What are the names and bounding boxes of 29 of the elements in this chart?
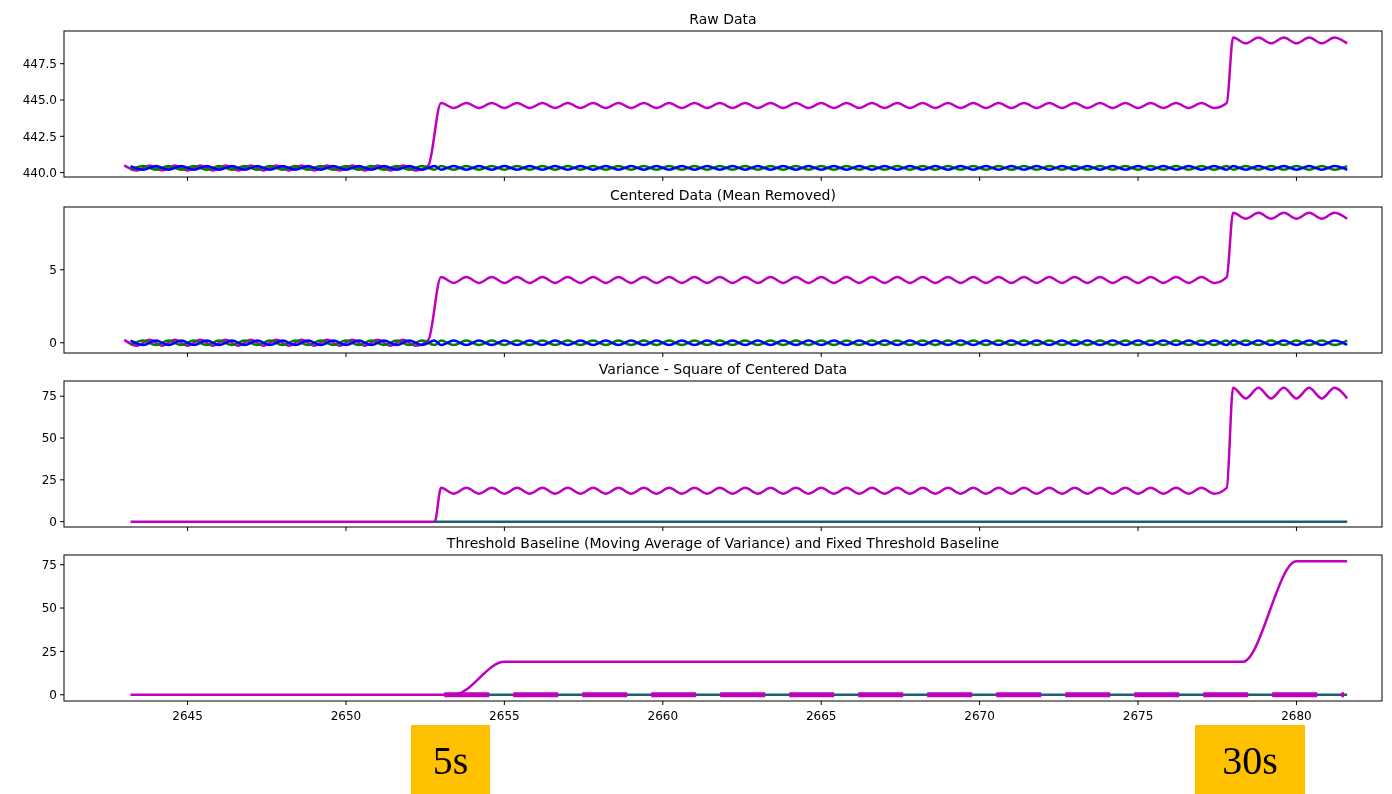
x-tick-label: 2675 [1122, 709, 1154, 723]
y-tick-label: 5 [49, 262, 57, 277]
y-tick-label: 0 [49, 514, 57, 529]
y-tick-label: 75 [41, 389, 57, 404]
x-tick-label: 2665 [805, 709, 837, 723]
y-tick-label: 0 [49, 687, 57, 702]
text: 30s [1222, 737, 1278, 783]
y-tick-label: 25 [41, 473, 57, 488]
y-tick-label: 442.5 [22, 129, 57, 144]
y-tick-label: 75 [41, 557, 57, 572]
x-tick-label: 2680 [1281, 709, 1312, 723]
y-tick-label: 25 [41, 644, 57, 659]
y-tick-label: 440.0 [22, 165, 57, 180]
x-tick-label: 2660 [647, 709, 679, 723]
y-tick-label: 447.5 [22, 56, 57, 71]
y-tick-label: 0 [49, 335, 57, 350]
y-tick-label: 50 [41, 431, 57, 446]
y-tick-label: 445.0 [22, 93, 57, 108]
x-tick-label: 2650 [330, 709, 362, 723]
x-tick-label: 2645 [172, 709, 203, 723]
x-tick-label: 2655 [489, 709, 520, 723]
chart-title: Centered Data (Mean Removed) [610, 187, 836, 203]
chart-title: Threshold Baseline (Moving Average of Variance) and Fixed Threshold Baseline [445, 535, 1000, 551]
line-series [129, 386, 1349, 523]
text: 5s [432, 737, 469, 783]
x-tick-label: 2670 [964, 709, 995, 723]
y-tick-label: 50 [41, 601, 57, 616]
chart-title: Variance - Square of Centered Data [598, 361, 848, 377]
chart-title: Raw Data [689, 11, 757, 27]
